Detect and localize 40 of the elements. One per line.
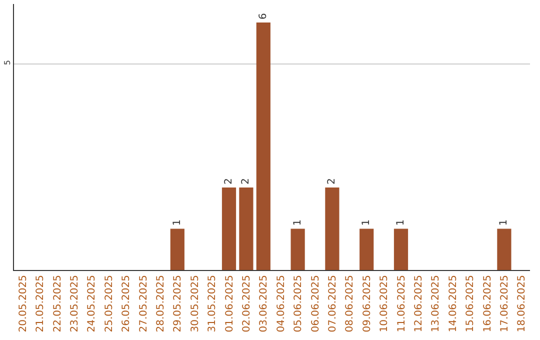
x-tick-label: 18.06.2025 [516, 275, 528, 332]
data-label: 1 [361, 219, 372, 226]
x-tick-label: 27.05.2025 [138, 275, 150, 332]
x-tick-label: 13.06.2025 [430, 275, 442, 332]
x-tick-label: 24.05.2025 [86, 275, 98, 332]
x-tick-label: 11.06.2025 [396, 275, 408, 332]
x-tick-label: 25.05.2025 [104, 275, 115, 332]
data-label: 6 [258, 13, 269, 20]
x-tick-label: 07.06.2025 [327, 275, 338, 332]
x-tick-label: 14.06.2025 [448, 275, 459, 332]
x-tick-label: 02.06.2025 [241, 275, 252, 332]
x-tick-label: 08.06.2025 [344, 275, 356, 332]
x-tick-label: 17.06.2025 [499, 275, 510, 332]
x-tick-label: 28.05.2025 [155, 275, 166, 332]
data-label: 2 [326, 178, 338, 185]
x-tick-label: 03.06.2025 [258, 275, 270, 332]
x-tick-label: 04.06.2025 [276, 275, 287, 332]
x-tick-label: 15.06.2025 [465, 275, 476, 332]
data-label: 2 [224, 178, 234, 185]
x-tick-label: 01.06.2025 [224, 275, 236, 332]
x-tick-label: 31.05.2025 [207, 275, 218, 332]
y-tick-label: 5 [2, 60, 12, 66]
x-tick-label: 10.06.2025 [379, 275, 390, 332]
x-tick-label: 26.05.2025 [121, 275, 132, 332]
x-tick-label: 06.06.2025 [310, 275, 322, 332]
x-tick-label: 09.06.2025 [362, 275, 373, 332]
data-label: 1 [292, 219, 304, 226]
x-tick-label: 05.06.2025 [293, 275, 304, 332]
x-tick-label: 20.05.2025 [18, 275, 29, 332]
x-tick-label: 29.05.2025 [172, 275, 184, 332]
x-tick-label: 12.06.2025 [413, 275, 424, 332]
data-label: 1 [396, 219, 406, 226]
x-tick-label: 21.05.2025 [35, 275, 46, 332]
data-label: 2 [240, 178, 252, 185]
x-tick-label: 30.05.2025 [190, 275, 201, 332]
x-tick-label: 22.05.2025 [52, 275, 64, 332]
data-label: 1 [172, 219, 183, 226]
x-tick-label: 23.05.2025 [69, 275, 80, 332]
x-tick-label: 16.06.2025 [482, 275, 494, 332]
data-label: 1 [498, 219, 510, 226]
